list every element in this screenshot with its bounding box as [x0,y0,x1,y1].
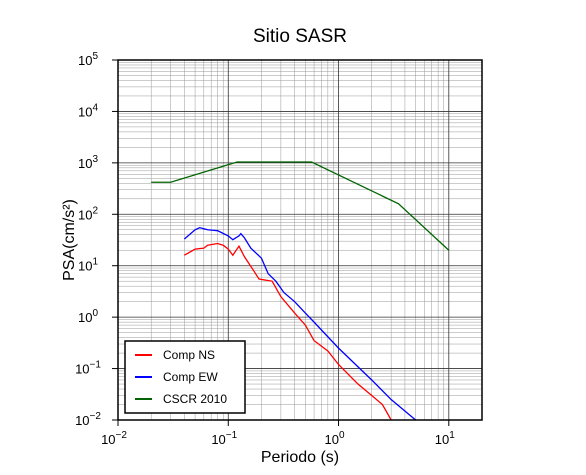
series-line [183,226,417,420]
y-tick-label: 100 [78,308,98,325]
chart-title: Sitio SASR [253,26,347,47]
x-tick-label: 10−1 [211,430,237,447]
y-tick-label: 10−2 [75,411,101,428]
legend-label: CSCR 2010 [163,392,227,406]
legend-label: Comp NS [163,348,215,362]
y-axis-label: PSA(cm/s²) [61,199,78,281]
y-tick-label: 10−1 [75,360,101,377]
y-tick-label: 104 [78,102,98,119]
legend-label: Comp EW [163,370,218,384]
x-tick-label: 10−2 [101,430,127,447]
x-tick-label: 101 [435,430,455,447]
y-tick-label: 105 [78,51,98,68]
plot-frame [117,59,483,421]
series-line [184,242,392,420]
y-tick-label: 103 [78,154,98,171]
x-tick-label: 100 [325,430,345,447]
series-line [151,161,450,251]
y-tick-label: 101 [78,257,98,274]
x-axis-label: Periodo (s) [261,449,339,466]
y-tick-label: 102 [78,205,98,222]
